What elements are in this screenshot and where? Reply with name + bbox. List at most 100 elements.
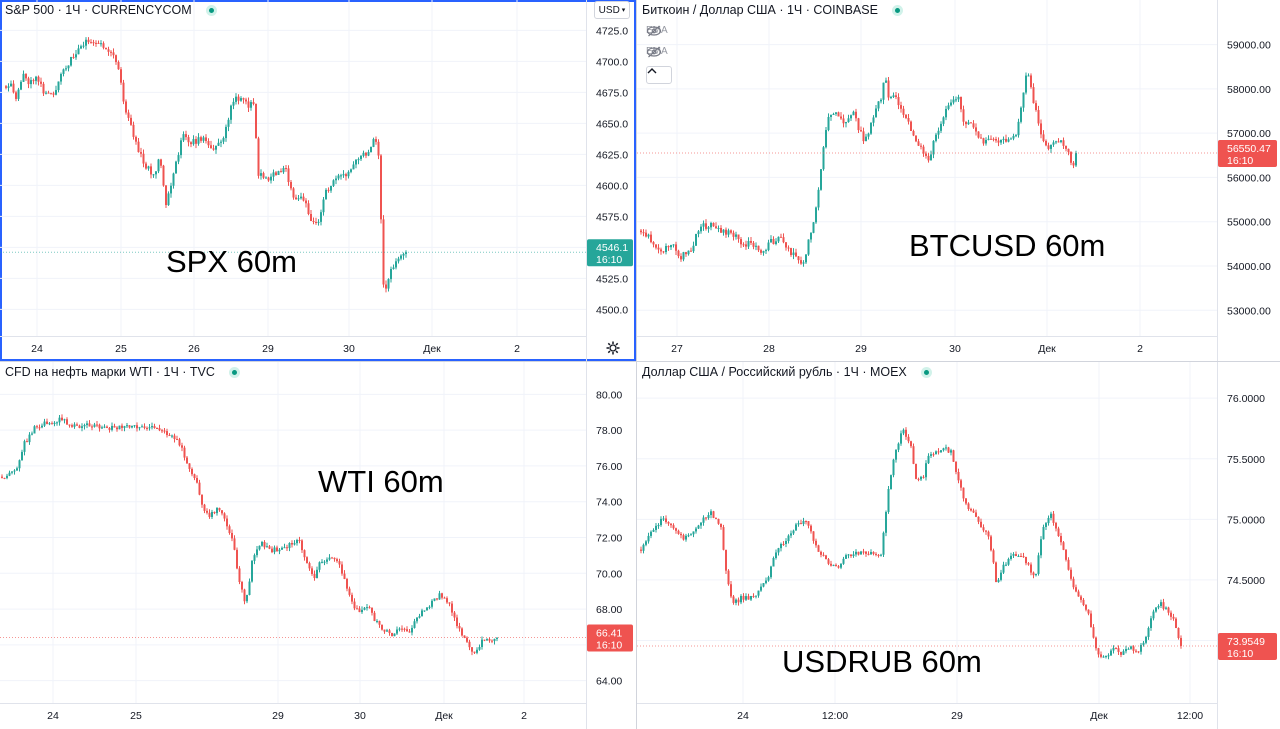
candle-body [732,232,735,237]
candle-body [392,267,395,270]
candle-body [305,200,307,204]
time-tick-label: 29 [951,710,963,722]
collapse-indicators-button[interactable] [646,66,672,84]
candle-body [1040,539,1042,556]
candlestick-chart-btcusd[interactable]: 53000.00 54000.00 55000.00 56000.00 57000.00… [637,0,1280,361]
candle-body [865,136,867,142]
candle-body [27,78,30,85]
candle-body [125,101,127,113]
candle-body [865,551,867,554]
candlestick-chart-wti[interactable]: 64.0066.0068.0070.0072.0074.0076.0078.00… [0,362,636,729]
currency-selector-button[interactable]: USD ▾ [594,1,630,19]
candle-body [907,118,910,122]
candle-body [695,234,697,246]
candle-body [745,596,747,600]
candle-body [855,111,857,119]
candle-body [1055,141,1057,143]
candle-body [1005,564,1007,566]
candle-body [817,189,820,208]
candlestick-chart-spx[interactable]: 4500.04525.04550.04575.04600.04625.04650… [0,0,636,361]
candle-body [852,554,855,557]
last-price-tag [1218,140,1277,168]
price-tick-label: 4575.0 [596,211,628,223]
live-status-dot [228,366,240,378]
pane-divider-vertical[interactable] [636,0,637,729]
candle-body [338,561,341,565]
candle-body [1015,135,1017,137]
symbol-title[interactable]: Доллар США / Российский рубль · 1Ч · MOE… [642,365,907,379]
candle-body [647,535,650,542]
candle-body [977,516,980,522]
candle-body [411,627,413,633]
candle-body [1162,602,1165,609]
time-tick-label: 29 [272,710,284,722]
candle-body [352,164,355,170]
indicator-row-ema-1[interactable]: EMA [646,25,668,37]
candle-body [980,521,982,528]
gear-icon[interactable] [606,341,620,355]
candle-body [362,152,365,156]
candle-body [697,525,700,529]
candle-body [180,140,182,156]
candle-body [775,552,777,559]
live-status-dot [891,4,903,16]
candle-body [967,503,970,509]
candle-body [456,617,458,627]
price-tick-label: 55000.00 [1227,217,1271,229]
chart-pane-wti[interactable]: 64.0066.0068.0070.0072.0074.0076.0078.00… [0,362,636,729]
eye-crossed-icon[interactable] [646,25,662,37]
symbol-title[interactable]: CFD на нефть марки WTI · 1Ч · TVC [5,365,215,379]
candle-body [155,171,157,175]
candle-body [1180,637,1182,646]
candle-body [182,134,185,141]
candle-body [193,474,196,479]
candle-body [660,249,662,252]
candle-body [995,138,997,141]
time-tick-label: 29 [262,343,274,355]
candle-body [316,569,318,578]
candle-body [1122,651,1125,655]
time-tick-label: 2 [521,710,527,722]
indicator-row-ema-2[interactable]: EMA [646,46,668,58]
candle-body [820,169,822,190]
candle-body [935,451,937,455]
candle-body [712,222,715,227]
candle-body [103,426,106,428]
candle-body [1020,107,1022,122]
candle-body [350,169,352,172]
time-tick-label: Дек [1090,710,1108,722]
chart-pane-spx[interactable]: 4500.04525.04550.04575.04600.04625.04650… [0,0,636,361]
candle-body [107,49,110,52]
candle-body [448,602,451,604]
candle-body [852,111,855,116]
candle-body [690,534,692,536]
eye-crossed-icon[interactable] [646,46,662,58]
candle-body [240,98,242,101]
candle-body [702,517,705,523]
time-tick-label: 12:00 [1177,710,1203,722]
candle-body [100,43,102,45]
live-status-dot [920,366,932,378]
candlestick-chart-usdrub[interactable]: 74.000074.500075.000075.500076.00002412:… [637,362,1280,729]
pane-divider-horizontal[interactable] [0,361,1280,362]
symbol-title[interactable]: S&P 500 · 1Ч · CURRENCYCOM [5,3,192,17]
candle-body [426,607,428,611]
candle-body [496,637,498,639]
candle-body [705,517,707,519]
candle-body [1142,642,1145,645]
symbol-title[interactable]: Биткоин / Доллар США · 1Ч · COINBASE [642,3,878,17]
chart-pane-btcusd[interactable]: 53000.00 54000.00 55000.00 56000.00 57000.00… [637,0,1280,361]
candle-body [115,55,117,63]
chart-annotation-label: USDRUB 60m [782,644,982,679]
candle-body [258,545,261,550]
candle-body [58,417,61,423]
candle-body [23,441,26,452]
candle-body [276,547,278,552]
candle-body [167,193,170,206]
candle-body [372,139,375,147]
candle-body [302,196,305,201]
candle-body [645,541,647,545]
chart-pane-usdrub[interactable]: 74.000074.500075.000075.500076.00002412:… [637,362,1280,729]
candle-body [1075,587,1077,592]
candle-body [223,513,226,519]
